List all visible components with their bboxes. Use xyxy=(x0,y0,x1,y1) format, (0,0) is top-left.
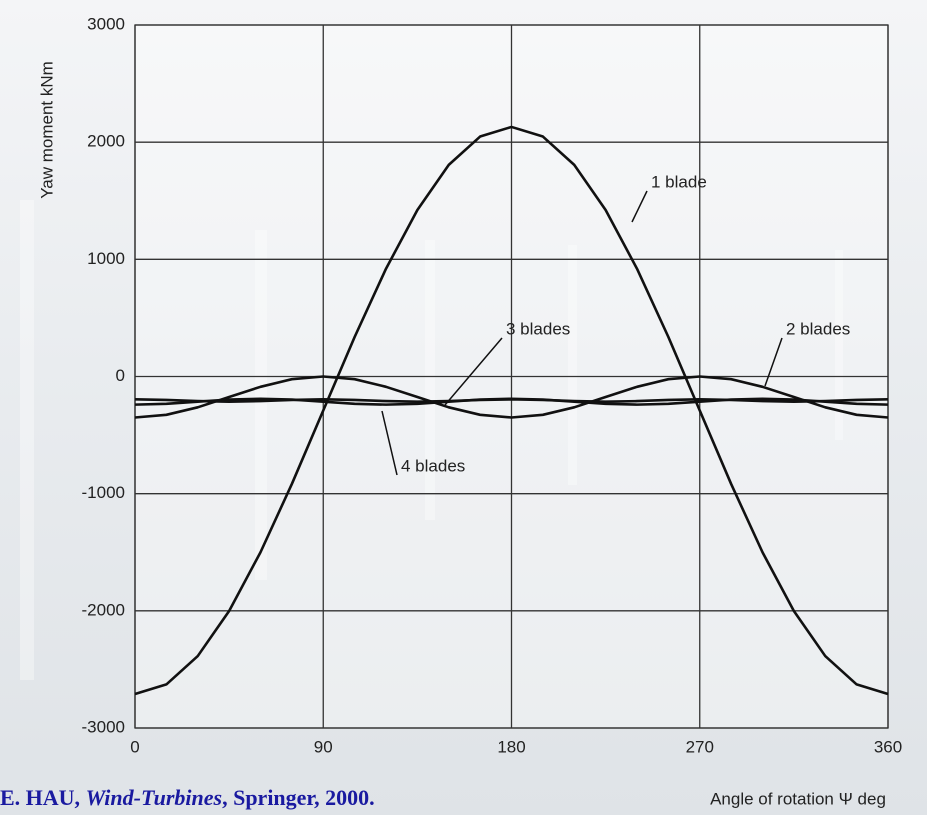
source-author: E. HAU, xyxy=(0,785,86,810)
series-label: 4 blades xyxy=(401,456,465,475)
source-book: Wind-Turbines xyxy=(86,785,223,810)
series-line xyxy=(134,375,889,419)
series-line xyxy=(134,398,889,403)
x-tick-label: 180 xyxy=(497,737,525,756)
x-tick-label: 90 xyxy=(314,737,333,756)
y-axis-label: Yaw moment kNm xyxy=(37,61,56,199)
x-tick-label: 270 xyxy=(686,737,714,756)
x-tick-label: 0 xyxy=(130,737,139,756)
label-leader xyxy=(381,410,398,476)
series-line xyxy=(134,125,889,696)
y-tick-label: -2000 xyxy=(82,600,125,619)
y-tick-label: 1000 xyxy=(87,249,125,268)
label-leader xyxy=(444,337,503,406)
y-tick-label: 3000 xyxy=(87,14,125,33)
label-leader xyxy=(764,337,783,387)
source-publisher: , Springer, 2000. xyxy=(222,785,375,810)
series-label: 3 blades xyxy=(506,319,570,338)
y-tick-label: 2000 xyxy=(87,132,125,151)
x-tick-label: 360 xyxy=(874,737,902,756)
label-leader xyxy=(631,190,648,223)
y-tick-label: 0 xyxy=(116,366,125,385)
series-label: 1 blade xyxy=(651,172,707,191)
turbine-backdrop xyxy=(20,200,843,680)
series-label: 2 blades xyxy=(786,319,850,338)
x-axis-label: Angle of rotation Ψ deg xyxy=(710,789,886,808)
y-tick-label: -1000 xyxy=(82,483,125,502)
y-tick-label: -3000 xyxy=(82,717,125,736)
source: E. HAU, Wind-Turbines, Springer, 2000. xyxy=(0,785,375,810)
